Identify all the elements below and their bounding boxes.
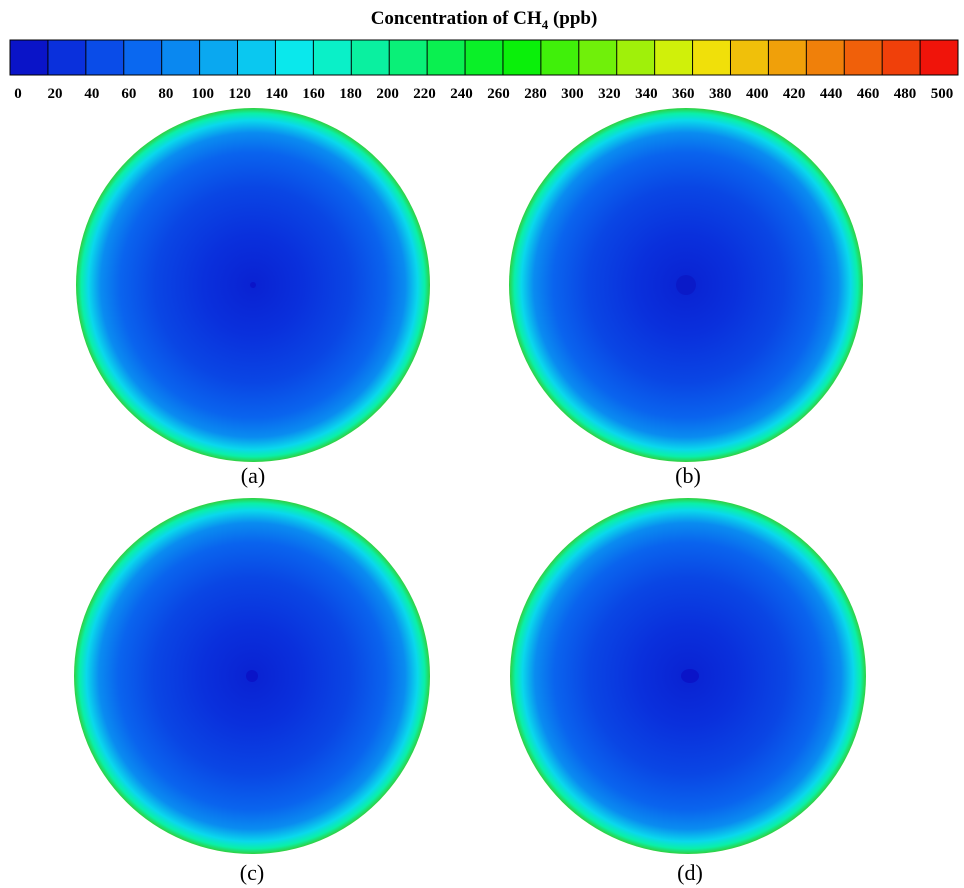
colorbar-cell [351,40,390,75]
colorbar-cell [427,40,466,75]
tick-label: 340 [635,86,658,102]
colorbar-cell [47,40,86,75]
colorbar-cell [920,40,958,75]
tick-label: 140 [265,86,288,102]
colorbar-cell [654,40,693,75]
tick-label: 320 [598,86,621,102]
center [246,670,258,682]
colorbar-cell [161,40,200,75]
colorbar-cell [578,40,617,75]
panel-label: (a) [241,463,265,488]
colorbar-cell [844,40,883,75]
center [676,275,696,295]
colorbar: 0 20 40 60 80 100 120 140 160 180 200 220 240 260 280 3… [9,39,959,102]
tick-label: 80 [158,86,173,102]
colorbar-cell [10,40,48,75]
tick-label: 220 [413,86,436,102]
panel: (c) [74,498,430,885]
tick-label: 460 [857,86,880,102]
colorbar-cell [730,40,769,75]
tick-label: 200 [376,86,399,102]
panel: (a) [76,108,430,488]
tick-label: 400 [746,86,769,102]
tick-label: 160 [302,86,325,102]
panel-label: (c) [240,860,264,885]
colorbar-cell [806,40,845,75]
colorbar-cell [768,40,807,75]
colorbar-cell [540,40,579,75]
colorbar-cell [502,40,541,75]
tick-label: 500 [931,86,954,102]
colorbar-cell [123,40,162,75]
colorbar-cell [616,40,655,75]
tick-label: 240 [450,86,473,102]
center [681,669,699,683]
tick-label: 60 [121,86,136,102]
colorbar-cell [389,40,428,75]
colorbar-title: Concentration of CH4 (ppb) [371,8,598,32]
tick-label: 380 [709,86,732,102]
center [250,282,256,288]
colorbar-cell [85,40,124,75]
tick-label: 300 [561,86,584,102]
colorbar-cell [237,40,276,75]
tick-label: 260 [487,86,510,102]
colorbar-cell [465,40,503,75]
title-subscript: 4 [542,17,549,32]
colorbar-cell [275,40,314,75]
tick-label: 100 [192,86,215,102]
tick-label: 20 [47,86,62,102]
tick-label: 440 [820,86,843,102]
panel-label: (d) [677,860,703,885]
panel-label: (b) [675,463,701,488]
tick-label: 480 [894,86,917,102]
tick-label: 420 [783,86,806,102]
tick-label: 40 [84,86,99,102]
colorbar-cell [199,40,238,75]
tick-label: 0 [14,86,22,102]
title-text: (ppb) [548,8,597,29]
tick-label: 280 [524,86,547,102]
colorbar-cell [692,40,731,75]
tick-label: 360 [672,86,695,102]
tick-label: 120 [229,86,252,102]
colorbar-frame [9,39,959,76]
colorbar-cell [882,40,921,75]
colorbar-cell [313,40,352,75]
panel: (d) [510,498,866,885]
panel: (b) [509,108,863,488]
tick-label: 180 [339,86,362,102]
title-text: Concentration of CH [371,8,542,29]
